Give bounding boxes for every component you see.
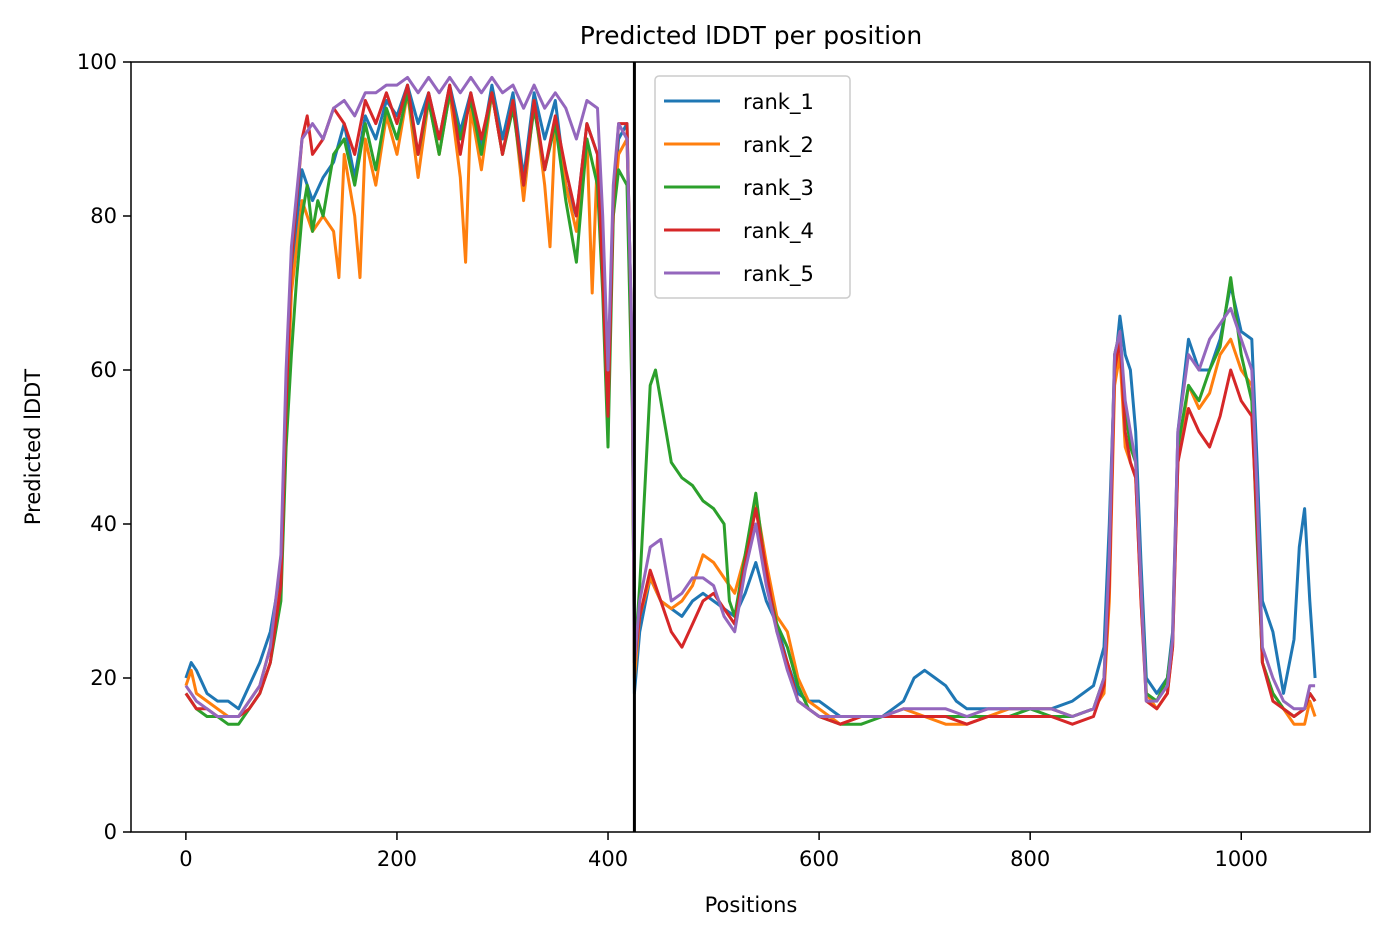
series-line-rank-4 [184, 83, 1317, 726]
x-tick-label: 800 [1010, 847, 1050, 871]
y-tick-label: 80 [90, 204, 117, 228]
y-tick-label: 0 [104, 820, 117, 844]
legend-box [654, 75, 851, 299]
legend: rank_1 rank_2 rank_3 rank_4 rank_5 [654, 75, 851, 299]
legend-label-rank-2: rank_2 [743, 133, 814, 158]
plot-frame [130, 61, 1371, 833]
legend-label-rank-4: rank_4 [743, 219, 814, 244]
y-axis: 0 20 40 60 80 100 [77, 50, 131, 844]
legend-label-rank-1: rank_1 [743, 90, 814, 115]
y-tick-label: 100 [77, 50, 117, 74]
x-tick-label: 1000 [1215, 847, 1268, 871]
x-axis: 0 200 400 600 800 1000 [179, 832, 1268, 871]
y-tick-label: 40 [90, 512, 117, 536]
legend-label-rank-3: rank_3 [743, 176, 814, 201]
y-tick-label: 20 [90, 666, 117, 690]
x-axis-label: Positions [705, 893, 798, 917]
series-line-rank-5 [184, 75, 1316, 718]
legend-entries: rank_1 rank_2 rank_3 rank_4 rank_5 [664, 90, 814, 287]
x-tick-label: 600 [799, 847, 839, 871]
legend-label-rank-5: rank_5 [743, 262, 814, 287]
series-layer [184, 75, 1317, 726]
x-tick-label: 0 [179, 847, 192, 871]
x-tick-label: 400 [588, 847, 628, 871]
y-tick-label: 60 [90, 358, 117, 382]
y-axis-label: Predicted lDDT [21, 369, 45, 525]
x-tick-label: 200 [377, 847, 417, 871]
chart-title: Predicted lDDT per position [580, 21, 922, 50]
